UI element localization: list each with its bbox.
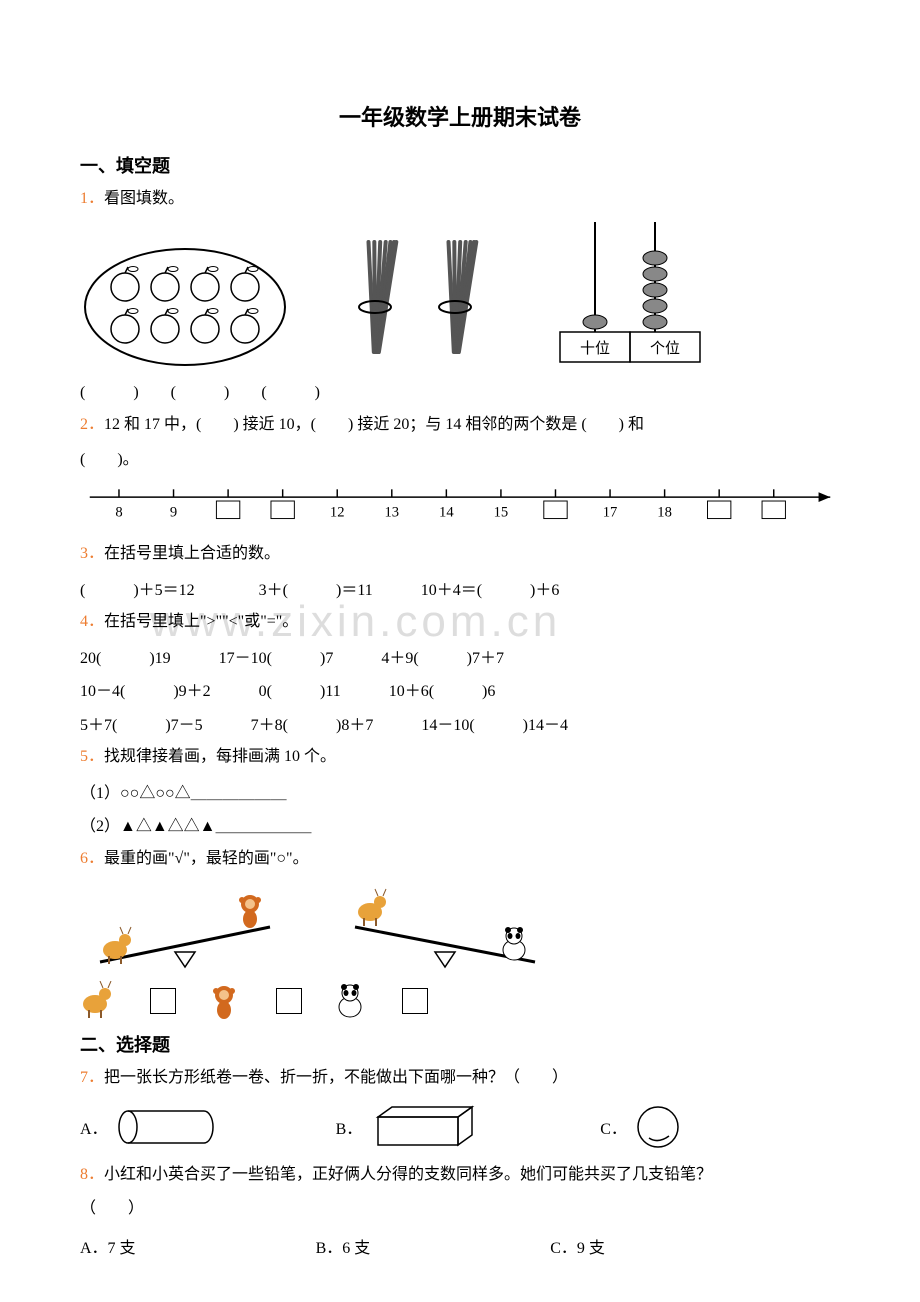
q1-text: 看图填数。 bbox=[104, 190, 184, 207]
q7-text: 把一张长方形纸卷一卷、折一折，不能做出下面哪一种？（ ） bbox=[104, 1069, 568, 1086]
svg-text:9: 9 bbox=[170, 505, 177, 521]
q7-num: 7． bbox=[80, 1069, 104, 1086]
q6-text: 最重的画"√"，最轻的画"○"。 bbox=[104, 850, 309, 867]
q6-num: 6． bbox=[80, 850, 104, 867]
q8-choice-c: C．9 支 bbox=[550, 1234, 605, 1258]
q7-choice-c: C． bbox=[600, 1104, 681, 1150]
q5-num: 5． bbox=[80, 748, 104, 765]
q2-line1: 12 和 17 中，( ) 接近 10，( ) 接近 20；与 14 相邻的两个… bbox=[104, 416, 644, 433]
monkey-box bbox=[276, 988, 302, 1014]
q4-text: 在括号里填上">""<"或"="。 bbox=[104, 613, 298, 630]
q6-answer-row bbox=[80, 981, 840, 1021]
svg-text:12: 12 bbox=[330, 505, 345, 521]
q5-row2: （2）▲△▲△△▲＿＿＿＿＿＿ bbox=[80, 810, 840, 844]
q6-seesaws bbox=[80, 882, 840, 977]
q4-row2: 10－4( )9＋2 0( )11 10＋6( )6 bbox=[80, 675, 840, 709]
q1-figures-row: 十位 个位 bbox=[80, 222, 840, 372]
q2-num: 2． bbox=[80, 416, 104, 433]
svg-text:个位: 个位 bbox=[650, 340, 680, 357]
abacus-figure: 十位 个位 bbox=[540, 222, 710, 372]
q4: 4．在括号里填上">""<"或"="。 bbox=[80, 607, 840, 637]
q4-row1: 20( )19 17－10( )7 4＋9( )7＋7 bbox=[80, 642, 840, 676]
q8-choice-b: B．6 支 bbox=[316, 1234, 371, 1258]
seesaw-right bbox=[330, 882, 560, 977]
q8: 8．小红和小英合买了一些铅笔，正好俩人分得的支数同样多。她们可能共买了几支铅笔？ bbox=[80, 1160, 840, 1190]
q7-choice-a: A． bbox=[80, 1107, 216, 1147]
q3-text: 在括号里填上合适的数。 bbox=[104, 545, 280, 562]
q5-row1: （1）○○△○○△＿＿＿＿＿＿ bbox=[80, 777, 840, 811]
q8-paren: （ ） bbox=[80, 1194, 840, 1224]
q3: 3．在括号里填上合适的数。 bbox=[80, 539, 840, 569]
svg-text:十位: 十位 bbox=[580, 340, 610, 357]
section-a-header: 一、填空题 bbox=[80, 152, 840, 178]
q7-choices: A． B． C． bbox=[80, 1104, 840, 1150]
q7: 7．把一张长方形纸卷一卷、折一折，不能做出下面哪一种？（ ） bbox=[80, 1063, 840, 1093]
svg-text:18: 18 bbox=[657, 505, 672, 521]
apples-figure bbox=[80, 242, 290, 372]
q8-choices: A．7 支 B．6 支 C．9 支 bbox=[80, 1234, 840, 1258]
q1-paren-row: ( ) ( ) ( ) bbox=[80, 378, 840, 402]
q1-num: 1． bbox=[80, 190, 104, 207]
q1: 1．看图填数。 bbox=[80, 184, 840, 214]
section-b-header: 二、选择题 bbox=[80, 1031, 840, 1057]
panda-icon bbox=[332, 981, 372, 1021]
page-title: 一年级数学上册期末试卷 bbox=[80, 100, 840, 132]
svg-text:17: 17 bbox=[603, 505, 618, 521]
q2-line2: ( )。 bbox=[80, 445, 840, 475]
svg-text:13: 13 bbox=[384, 505, 399, 521]
deer-box bbox=[150, 988, 176, 1014]
q7-choice-b: B． bbox=[336, 1105, 481, 1149]
cylinder-icon bbox=[116, 1107, 216, 1147]
q3-num: 3． bbox=[80, 545, 104, 562]
q3-row: ( )＋5＝12 3＋( )＝11 10＋4＝( )＋6 bbox=[80, 574, 840, 608]
q4-row3: 5＋7( )7－5 7＋8( )8＋7 14－10( )14－4 bbox=[80, 709, 840, 743]
q2: 2．12 和 17 中，( ) 接近 10，( ) 接近 20；与 14 相邻的… bbox=[80, 410, 840, 440]
q6: 6．最重的画"√"，最轻的画"○"。 bbox=[80, 844, 840, 874]
q8-text: 小红和小英合买了一些铅笔，正好俩人分得的支数同样多。她们可能共买了几支铅笔？ bbox=[104, 1166, 712, 1183]
q2-numberline: 8 9 12 13 14 15 17 18 bbox=[80, 479, 840, 529]
q7-b-label: B． bbox=[336, 1115, 363, 1139]
seesaw-left bbox=[80, 882, 290, 977]
cuboid-icon bbox=[370, 1105, 480, 1149]
q5: 5．找规律接着画，每排画满 10 个。 bbox=[80, 742, 840, 772]
sphere-icon bbox=[635, 1104, 681, 1150]
svg-text:14: 14 bbox=[439, 505, 454, 521]
page-content: 一年级数学上册期末试卷 一、填空题 1．看图填数。 十位 个位 ( ) ( ) … bbox=[80, 100, 840, 1258]
q8-choice-a: A．7 支 bbox=[80, 1234, 136, 1258]
panda-box bbox=[402, 988, 428, 1014]
deer-icon bbox=[80, 981, 120, 1021]
q5-text: 找规律接着画，每排画满 10 个。 bbox=[104, 748, 336, 765]
q7-c-label: C． bbox=[600, 1115, 627, 1139]
q4-num: 4． bbox=[80, 613, 104, 630]
bundles-figure bbox=[330, 232, 500, 372]
svg-text:15: 15 bbox=[494, 505, 509, 521]
monkey-icon bbox=[206, 981, 246, 1021]
q8-num: 8． bbox=[80, 1166, 104, 1183]
svg-text:8: 8 bbox=[115, 505, 122, 521]
q7-a-label: A． bbox=[80, 1115, 108, 1139]
